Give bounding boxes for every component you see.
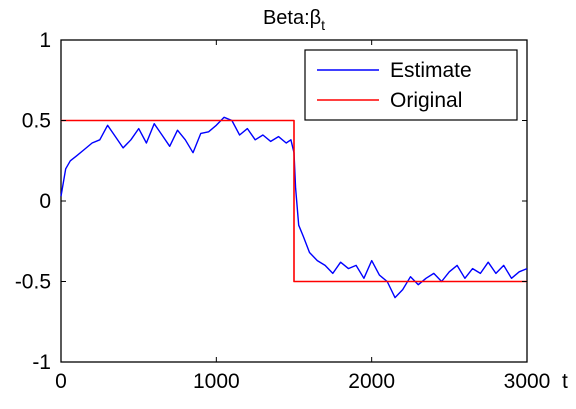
tick-marks bbox=[60, 39, 528, 363]
x-tick-label: 2000 bbox=[348, 370, 395, 393]
chart-title: Beta:βt bbox=[263, 7, 325, 33]
legend-label-original: Original bbox=[390, 89, 462, 112]
y-tick-label: -0.5 bbox=[15, 271, 51, 294]
x-tick-labels: 0 1000 2000 3000 bbox=[55, 370, 550, 393]
legend-box bbox=[304, 49, 518, 121]
legend: Estimate Original bbox=[304, 49, 518, 121]
y-tick-label: 1 bbox=[39, 29, 51, 52]
x-tick-label: 1000 bbox=[193, 370, 240, 393]
y-tick-labels: 1 0.5 0 -0.5 -1 bbox=[15, 29, 51, 374]
x-tick-label: 0 bbox=[55, 370, 67, 393]
chart-title-symbol: β bbox=[310, 7, 322, 29]
series-layer bbox=[60, 116, 528, 299]
series-line-original bbox=[61, 119, 527, 283]
y-tick-label: 0.5 bbox=[22, 110, 51, 133]
chart-title-text: Beta: bbox=[263, 7, 310, 29]
x-tick-label: 3000 bbox=[504, 370, 551, 393]
chart-title-subscript: t bbox=[321, 17, 325, 33]
legend-label-estimate: Estimate bbox=[390, 59, 472, 82]
y-tick-label: -1 bbox=[32, 351, 51, 374]
legend-items: Estimate Original bbox=[317, 59, 472, 112]
x-axis-label: t bbox=[562, 370, 568, 393]
y-tick-label: 0 bbox=[39, 190, 51, 213]
